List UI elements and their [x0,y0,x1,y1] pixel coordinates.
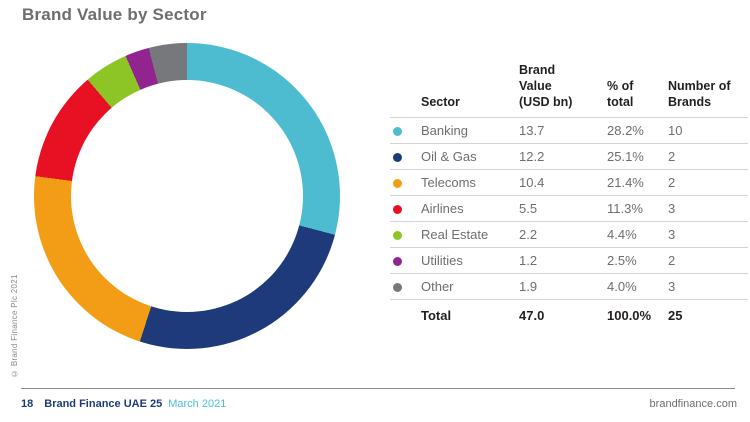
pct-cell: 21.4% [607,169,668,196]
legend-dot-cell [390,247,421,274]
pct-header-line2: total [607,95,634,109]
total-brands-cell: 25 [668,307,683,323]
brands-cell: 3 [668,221,748,248]
value-cell: 5.5 [519,195,607,222]
value-cell: 10.4 [519,169,607,196]
legend-dot-cell [390,195,421,222]
pct-cell: 25.1% [607,143,668,170]
table-row: Banking 13.7 28.2% 10 [390,117,748,144]
table-body: Banking 13.7 28.2% 10 Oil & Gas 12.2 25.1% 2 Tel… [390,117,748,300]
issue-date: March 2021 [168,398,227,410]
value-cell: 13.7 [519,117,607,144]
brands-cell: 2 [668,169,748,196]
pct-column-header: % of total [607,62,668,118]
value-header-line3: (USD bn) [519,95,573,109]
sector-cell: Utilities [421,247,519,274]
legend-dot [393,283,402,293]
table-header: Sector Brand Value (USD bn) % of total N… [390,62,748,118]
brands-header-line1: Number of [668,79,731,93]
value-cell: 1.9 [519,273,607,300]
value-cell: 12.2 [519,143,607,170]
sector-cell: Banking [421,117,519,144]
legend-dot [393,231,402,241]
sector-cell: Airlines [421,195,519,222]
website-link[interactable]: brandfinance.com [649,398,737,410]
pct-cell: 4.4% [607,221,668,248]
footer: 18 Brand Finance UAE 25 March 2021 brand… [0,396,750,412]
total-pct-cell: 100.0% [607,307,652,323]
sector-cell: Other [421,273,519,300]
sector-table: Sector Brand Value (USD bn) % of total N… [390,62,748,330]
legend-dot [393,205,402,215]
legend-dot-cell [390,117,421,144]
sector-cell: Oil & Gas [421,143,519,170]
legend-dot [393,153,402,163]
value-cell: 2.2 [519,221,607,248]
page-number: 18 [21,398,34,410]
brands-header-line2: Brands [668,95,712,109]
publication-title: Brand Finance UAE 25 [44,398,163,410]
brands-cell: 2 [668,143,748,170]
brands-cell: 2 [668,247,748,274]
donut-hole [71,80,303,312]
donut-chart [34,43,340,349]
table-row: Oil & Gas 12.2 25.1% 2 [390,143,748,170]
value-header-line1: Brand [519,63,556,77]
brands-column-header: Number of Brands [668,62,748,118]
value-cell: 1.2 [519,247,607,274]
pct-header-line1: % of [607,79,634,93]
pct-cell: 4.0% [607,273,668,300]
legend-dot-cell [390,221,421,248]
table-row: Other 1.9 4.0% 3 [390,273,748,300]
brands-cell: 3 [668,273,748,300]
pct-cell: 11.3% [607,195,668,222]
table-row: Telecoms 10.4 21.4% 2 [390,169,748,196]
legend-dot [393,179,402,189]
pct-cell: 28.2% [607,117,668,144]
value-header-line2: Value [519,79,552,93]
brands-cell: 10 [668,117,748,144]
legend-dot-cell [390,169,421,196]
table-row: Airlines 5.5 11.3% 3 [390,195,748,222]
legend-dot-cell [390,273,421,300]
footer-divider [21,388,735,389]
table-row: Real Estate 2.2 4.4% 3 [390,221,748,248]
value-column-header: Brand Value (USD bn) [519,62,607,118]
legend-dot [393,257,402,267]
sector-cell: Telecoms [421,169,519,196]
sector-header-label: Sector [421,95,460,109]
total-label-cell: Total [421,307,452,323]
footer-left: 18 Brand Finance UAE 25 March 2021 [21,398,226,410]
page-title: Brand Value by Sector [22,5,207,24]
pct-cell: 2.5% [607,247,668,274]
sector-cell: Real Estate [421,221,519,248]
dot-column-header [390,62,421,118]
brands-cell: 3 [668,195,748,222]
table-row: Utilities 1.2 2.5% 2 [390,247,748,274]
legend-dot-cell [390,143,421,170]
total-dot-cell [390,300,421,331]
total-row: Total 47.0 100.0% 25 [390,300,748,331]
legend-dot [393,127,402,137]
total-value-cell: 47.0 [519,307,545,323]
copyright-text: © Brand Finance Plc 2021 [10,274,19,378]
sector-column-header: Sector [421,62,519,118]
